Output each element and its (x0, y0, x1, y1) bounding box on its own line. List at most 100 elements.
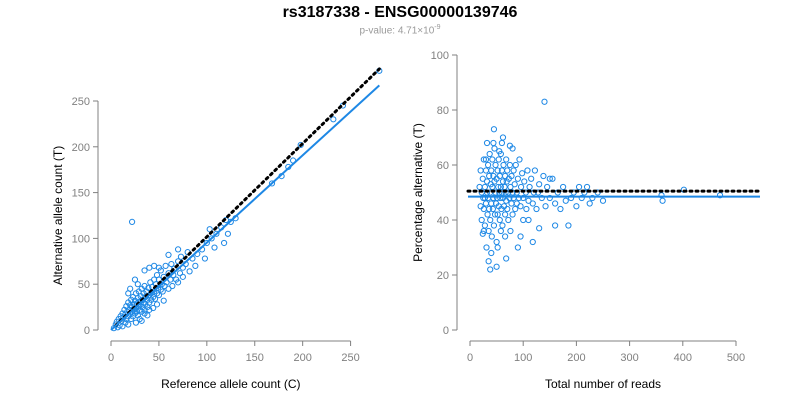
data-point (489, 205, 496, 213)
data-point (552, 222, 559, 229)
data-point (497, 227, 504, 235)
data-point (213, 230, 220, 237)
p-value-exponent: -9 (434, 24, 441, 31)
data-point (493, 263, 500, 270)
x-axis-title: Reference allele count (C) (161, 377, 300, 391)
data-point (479, 175, 486, 182)
data-point (520, 216, 527, 224)
data-point (491, 211, 499, 218)
x-tick-label: 50 (153, 352, 165, 364)
data-point (268, 180, 276, 187)
data-point (192, 262, 199, 269)
data-point (546, 194, 553, 202)
data-point (483, 244, 490, 251)
y-tick-label: 40 (437, 215, 449, 227)
data-point (503, 255, 510, 262)
data-point (490, 126, 498, 133)
x-tick-label: 300 (620, 352, 638, 364)
data-point (511, 181, 518, 188)
data-point (128, 218, 136, 226)
data-point (481, 194, 488, 202)
data-point (525, 197, 532, 204)
data-point (482, 156, 490, 163)
data-point (552, 200, 559, 207)
data-point (484, 161, 492, 169)
data-point (505, 216, 512, 224)
data-point (208, 235, 215, 242)
data-point (477, 167, 484, 174)
data-point (224, 230, 232, 237)
data-point (504, 205, 511, 213)
data-point (589, 194, 596, 202)
data-point (150, 304, 157, 312)
data-point (583, 183, 591, 191)
y-tick-label: 0 (443, 325, 449, 337)
data-point (501, 183, 508, 191)
data-point (567, 194, 575, 202)
x-tick-label: 100 (514, 352, 532, 364)
x-tick-label: 200 (567, 352, 585, 364)
data-point (136, 315, 143, 323)
data-point (506, 142, 513, 149)
data-point (138, 317, 145, 324)
y-tick-label: 50 (78, 279, 90, 291)
data-point (486, 150, 493, 158)
panel-1: 0 50 100 150 200 250 0 50 100 150 200 250 Reference … (51, 67, 383, 391)
data-point (506, 194, 513, 202)
data-point (211, 244, 218, 251)
data-point (495, 156, 502, 163)
data-point (494, 211, 501, 218)
data-point (536, 181, 543, 188)
data-point (490, 194, 497, 202)
y-tick-label: 100 (72, 233, 90, 245)
x-tick-label: 400 (674, 352, 692, 364)
data-point (565, 222, 572, 229)
data-point (488, 167, 495, 174)
x-tick-label: 0 (108, 352, 114, 364)
data-point (502, 211, 509, 218)
data-point (529, 238, 536, 246)
data-point (155, 264, 163, 271)
data-point (586, 200, 593, 207)
data-point (186, 268, 193, 275)
data-point (476, 183, 483, 191)
data-point (482, 167, 490, 174)
y-tick-label: 0 (84, 325, 90, 337)
data-point (478, 216, 485, 224)
data-point (125, 290, 132, 297)
x-tick-label: 0 (467, 352, 473, 364)
data-point (151, 295, 159, 302)
y-axis-title: Percentage alternative (T) (411, 123, 425, 262)
data-point (174, 246, 182, 253)
data-point (162, 262, 169, 269)
data-point (578, 194, 585, 202)
expected-ratio-line (114, 67, 381, 327)
data-point (533, 205, 540, 213)
data-point (498, 139, 506, 147)
data-point (490, 222, 498, 229)
data-point (486, 205, 493, 213)
data-point (659, 197, 666, 204)
data-point (528, 175, 535, 182)
x-tick-label: 200 (293, 352, 311, 364)
data-point (481, 222, 488, 229)
data-point (557, 205, 564, 213)
data-point (496, 216, 503, 224)
data-point (542, 203, 549, 210)
data-point (599, 197, 607, 204)
data-point (540, 172, 547, 180)
data-point (520, 194, 527, 202)
y-tick-label: 200 (72, 142, 90, 154)
data-point (508, 172, 515, 180)
data-point (489, 156, 496, 163)
data-point (203, 239, 210, 247)
data-point (484, 211, 491, 218)
data-point (497, 194, 504, 202)
data-point (486, 172, 493, 180)
chart-subtitle: p-value: 4.71×10-9 (0, 24, 800, 36)
data-point (500, 161, 507, 169)
data-point (159, 288, 166, 295)
data-point (485, 258, 492, 265)
data-point (517, 233, 524, 240)
data-point (297, 141, 304, 149)
